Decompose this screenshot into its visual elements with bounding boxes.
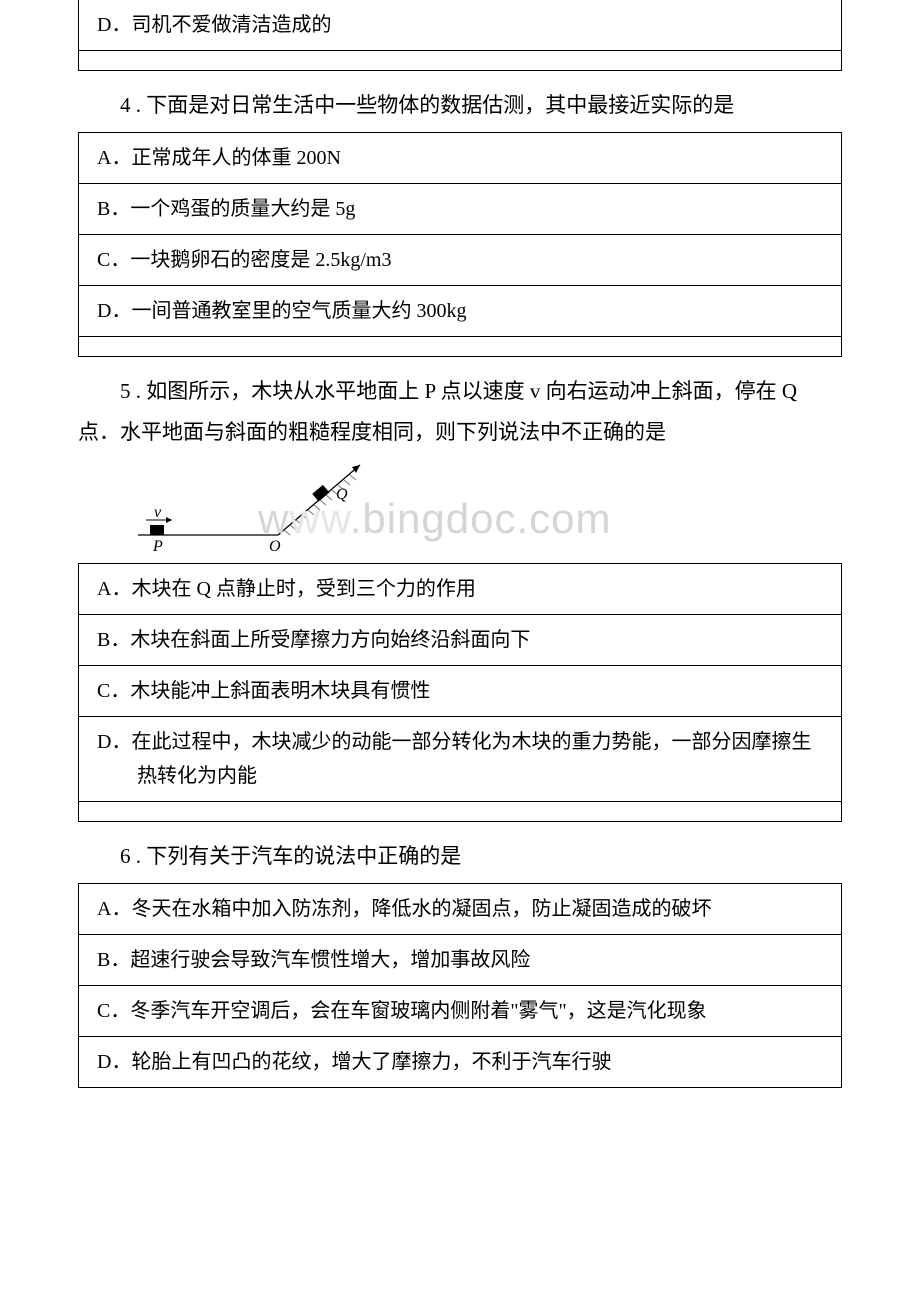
q4-options-table: A．正常成年人的体重 200N B．一个鸡蛋的质量大约是 5g C．一块鹅卵石的… xyxy=(78,132,842,357)
q4-option-b: B．一个鸡蛋的质量大约是 5g xyxy=(79,183,842,234)
svg-text:O: O xyxy=(269,538,281,555)
q5-figure: www.bingdoc.com v P O xyxy=(138,459,698,557)
q5-blank-row xyxy=(79,801,842,821)
q3-blank-row xyxy=(79,51,842,71)
q5-diagram-svg: v P O Q xyxy=(138,459,398,557)
svg-text:Q: Q xyxy=(336,486,348,503)
q6-option-c: C．冬季汽车开空调后，会在车窗玻璃内侧附着"雾气"，这是汽化现象 xyxy=(79,985,842,1036)
q5-stem: 5 . 如图所示，木块从水平地面上 P 点以速度 v 向右运动冲上斜面，停在 Q… xyxy=(78,371,842,453)
q4-blank-row xyxy=(79,336,842,356)
svg-text:v: v xyxy=(154,504,162,521)
q6-option-a: A．冬天在水箱中加入防冻剂，降低水的凝固点，防止凝固造成的破坏 xyxy=(79,883,842,934)
q3-option-d: D．司机不爱做清洁造成的 xyxy=(79,0,842,51)
q6-stem: 6 . 下列有关于汽车的说法中正确的是 xyxy=(78,836,842,877)
q5-option-c: C．木块能冲上斜面表明木块具有惯性 xyxy=(79,665,842,716)
q5-option-a: A．木块在 Q 点静止时，受到三个力的作用 xyxy=(79,563,842,614)
q6-options-table: A．冬天在水箱中加入防冻剂，降低水的凝固点，防止凝固造成的破坏 B．超速行驶会导… xyxy=(78,883,842,1088)
q4-option-c: C．一块鹅卵石的密度是 2.5kg/m3 xyxy=(79,234,842,285)
q4-option-a: A．正常成年人的体重 200N xyxy=(79,132,842,183)
svg-text:P: P xyxy=(152,538,163,555)
q5-options-table: A．木块在 Q 点静止时，受到三个力的作用 B．木块在斜面上所受摩擦力方向始终沿… xyxy=(78,563,842,822)
q4-stem: 4 . 下面是对日常生活中一些物体的数据估测，其中最接近实际的是 xyxy=(78,85,842,126)
q6-option-b: B．超速行驶会导致汽车惯性增大，增加事故风险 xyxy=(79,934,842,985)
q4-option-d: D．一间普通教室里的空气质量大约 300kg xyxy=(79,285,842,336)
q6-option-d: D．轮胎上有凹凸的花纹，增大了摩擦力，不利于汽车行驶 xyxy=(79,1036,842,1087)
q5-option-b: B．木块在斜面上所受摩擦力方向始终沿斜面向下 xyxy=(79,614,842,665)
q5-option-d: D．在此过程中，木块减少的动能一部分转化为木块的重力势能，一部分因摩擦生热转化为… xyxy=(79,716,842,801)
q3-options-table-partial: D．司机不爱做清洁造成的 xyxy=(78,0,842,71)
